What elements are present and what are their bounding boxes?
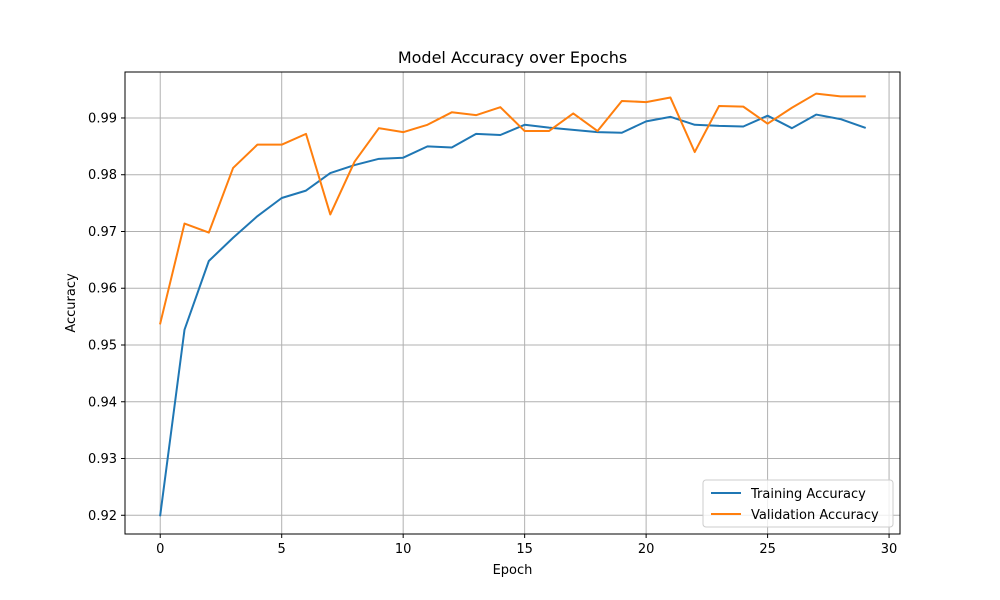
y-tick-label: 0.98	[88, 168, 117, 183]
x-tick-label: 5	[278, 542, 286, 557]
series-line-validation	[159, 92, 866, 325]
y-tick-label: 0.95	[88, 339, 117, 354]
series-lines	[159, 92, 867, 517]
y-tick-label: 0.92	[88, 509, 117, 524]
y-tick-label: 0.96	[88, 282, 117, 297]
x-axis-ticks: 0 5 10 15 20 25 30	[156, 534, 897, 557]
legend-box	[702, 479, 894, 528]
y-axis-ticks: 0.92 0.93 0.94 0.95 0.96 0.97 0.98 0.99	[88, 111, 125, 524]
x-tick-label: 10	[395, 542, 412, 557]
legend-label-validation: Validation Accuracy	[751, 508, 879, 523]
x-tick-label: 25	[759, 542, 776, 557]
legend: Training Accuracy Validation Accuracy	[702, 479, 894, 528]
y-tick-label: 0.94	[88, 395, 117, 410]
y-axis-label: Accuracy	[64, 273, 79, 333]
series-line-training	[159, 113, 867, 517]
y-tick-label: 0.93	[88, 452, 117, 467]
x-tick-label: 15	[516, 542, 533, 557]
plot-frame	[124, 71, 901, 535]
y-tick-label: 0.99	[88, 111, 117, 126]
x-tick-label: 30	[881, 542, 898, 557]
x-tick-label: 20	[638, 542, 655, 557]
y-tick-label: 0.97	[88, 225, 117, 240]
legend-label-training: Training Accuracy	[750, 487, 866, 502]
chart-title: Model Accuracy over Epochs	[398, 48, 627, 67]
x-tick-label: 0	[156, 542, 164, 557]
x-axis-label: Epoch	[493, 563, 533, 578]
